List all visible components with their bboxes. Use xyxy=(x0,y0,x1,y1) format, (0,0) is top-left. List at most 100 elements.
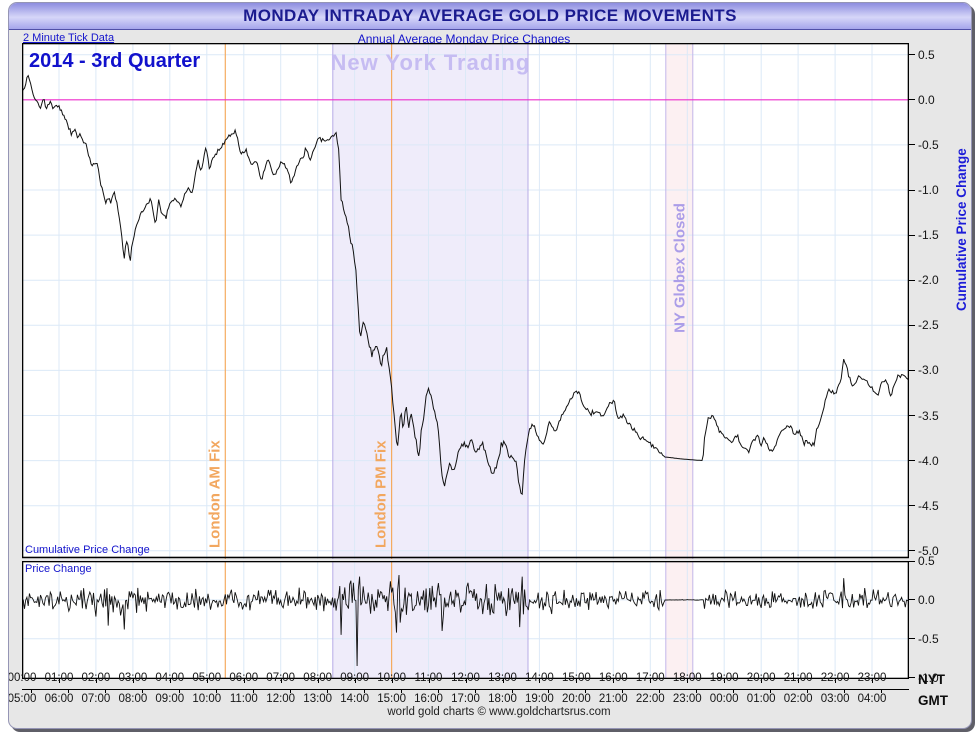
main-y-tick xyxy=(908,279,915,281)
gmt-tick xyxy=(733,689,735,693)
lower-y-tick xyxy=(908,560,915,562)
ny-globex-closed-label: NY Globex Closed xyxy=(671,203,688,333)
gmt-tick xyxy=(400,689,402,693)
main-panel-label: Cumulative Price Change xyxy=(25,544,150,556)
x-label-gmt: 09:00 xyxy=(155,693,185,705)
gmt-axis-line xyxy=(22,689,909,690)
gmt-tick xyxy=(548,689,550,693)
x-label-nyt: 05:00 xyxy=(192,672,222,684)
nyt-tick xyxy=(206,679,208,683)
main-y-tick xyxy=(908,324,915,326)
nyt-tick xyxy=(502,679,504,683)
main-y-tick-label: 0.0 xyxy=(918,92,935,107)
x-label-nyt: 02:00 xyxy=(81,672,111,684)
gmt-tick xyxy=(437,689,439,693)
main-y-tick-label: -2.5 xyxy=(918,318,939,333)
lower-y-tick-label: -0.5 xyxy=(918,631,939,646)
gmt-tick xyxy=(178,689,180,693)
main-y-tick-label: -3.0 xyxy=(918,363,939,378)
x-label-gmt: 20:00 xyxy=(562,693,591,705)
lower-y-tick-label: 0.5 xyxy=(918,554,935,568)
nyt-tick xyxy=(761,679,763,683)
nyt-tick xyxy=(59,679,60,683)
main-y-tick xyxy=(908,54,915,56)
nyt-tick xyxy=(169,679,171,683)
x-label-nyt: 09:00 xyxy=(340,672,369,684)
lower-chart-svg xyxy=(22,561,909,679)
lower-y-tick-label: 0.0 xyxy=(918,592,935,607)
gmt-tick xyxy=(31,689,32,693)
nyt-tick xyxy=(613,679,615,683)
main-y-tick xyxy=(908,505,915,507)
x-label-nyt: 03:00 xyxy=(118,672,148,684)
x-label-gmt: 06:00 xyxy=(44,693,74,705)
main-y-tick xyxy=(908,144,915,146)
x-label-gmt: 23:00 xyxy=(672,693,702,705)
nyt-tick xyxy=(317,679,319,683)
gmt-tick xyxy=(141,689,143,693)
x-label-nyt: 00:00 xyxy=(8,672,37,684)
x-label-gmt: 15:00 xyxy=(377,693,406,705)
x-label-gmt: 03:00 xyxy=(820,693,850,705)
lower-y-tick-label: -1.0 xyxy=(918,670,939,685)
nyt-tick xyxy=(132,679,134,683)
nyt-tick xyxy=(95,679,97,683)
main-y-tick xyxy=(908,234,915,236)
x-label-nyt: 21:00 xyxy=(783,672,813,684)
gmt-tick xyxy=(215,689,217,693)
x-label-gmt: 01:00 xyxy=(746,693,776,705)
x-label-nyt: 22:00 xyxy=(820,672,850,684)
x-label-gmt: 08:00 xyxy=(118,693,148,705)
x-label-nyt: 18:00 xyxy=(672,672,702,684)
main-y-tick xyxy=(908,460,915,462)
london-am-fix-label: London AM Fix xyxy=(206,440,223,548)
main-y-tick-label: -5.0 xyxy=(918,543,939,558)
x-label-nyt: 14:00 xyxy=(525,672,554,684)
main-y-tick-label: -1.0 xyxy=(918,183,939,197)
lower-panel-label: Price Change xyxy=(25,563,92,575)
gmt-tick xyxy=(289,689,291,693)
lower-y-tick xyxy=(908,599,915,601)
x-label-nyt: 15:00 xyxy=(562,672,591,684)
main-chart-svg: London AM Fix London PM Fix NY Globex Clos… xyxy=(22,43,909,559)
x-label-gmt: 02:00 xyxy=(783,693,813,705)
nyt-row-label: NYT xyxy=(918,672,945,687)
gmt-row-label: GMT xyxy=(918,693,948,708)
gmt-tick xyxy=(696,689,698,693)
x-label-gmt: 21:00 xyxy=(598,693,628,705)
lower-y-tick xyxy=(908,677,915,679)
gmt-tick xyxy=(68,689,69,693)
x-label-nyt: 01:00 xyxy=(44,672,74,684)
x-label-nyt: 19:00 xyxy=(709,672,739,684)
nyt-tick xyxy=(280,679,282,683)
x-label-gmt: 19:00 xyxy=(525,693,554,705)
gmt-tick xyxy=(326,689,328,693)
gmt-tick xyxy=(252,689,254,693)
gmt-tick xyxy=(622,689,624,693)
x-label-gmt: 17:00 xyxy=(451,693,480,705)
title-bar: MONDAY INTRADAY AVERAGE GOLD PRICE MOVEM… xyxy=(9,3,971,30)
main-y-tick-label: 0.5 xyxy=(918,47,935,62)
x-label-gmt: 00:00 xyxy=(709,693,739,705)
main-y-tick-label: -3.5 xyxy=(918,408,939,423)
x-label-gmt: 05:00 xyxy=(8,693,37,705)
x-label-nyt: 04:00 xyxy=(155,672,185,684)
gmt-tick xyxy=(881,689,882,693)
x-label-gmt: 07:00 xyxy=(81,693,111,705)
x-label-nyt: 17:00 xyxy=(635,672,665,684)
x-label-gmt: 14:00 xyxy=(340,693,369,705)
quarter-label: 2014 - 3rd Quarter xyxy=(29,50,201,72)
chart-window: MONDAY INTRADAY AVERAGE GOLD PRICE MOVEM… xyxy=(8,2,972,729)
x-label-gmt: 18:00 xyxy=(488,693,517,705)
lower-y-tick xyxy=(908,638,915,640)
main-y-tick-label: -4.0 xyxy=(918,453,939,468)
gmt-tick xyxy=(511,689,513,693)
new-york-trading-label: New York Trading xyxy=(330,50,531,75)
gmt-tick xyxy=(474,689,476,693)
nyt-tick xyxy=(872,679,873,683)
main-y-tick-label: -1.5 xyxy=(918,228,939,243)
nyt-tick xyxy=(687,679,689,683)
gmt-tick xyxy=(807,689,809,693)
gmt-tick xyxy=(770,689,772,693)
page-title: MONDAY INTRADAY AVERAGE GOLD PRICE MOVEM… xyxy=(243,6,737,25)
